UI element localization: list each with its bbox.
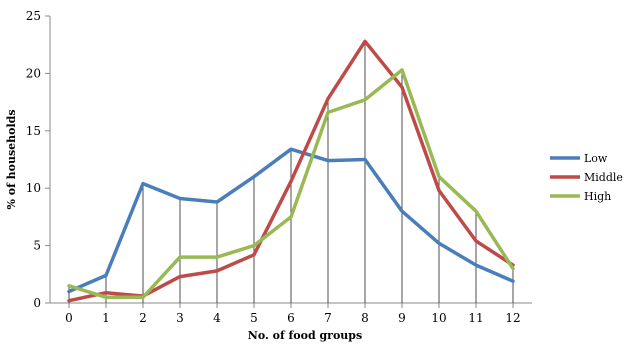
y-tick-label: 25 xyxy=(26,9,41,23)
series-layer xyxy=(67,39,515,303)
x-tick-label: 9 xyxy=(398,311,406,325)
x-tick-label: 5 xyxy=(250,311,258,325)
series-line-high xyxy=(67,68,515,300)
x-tick-label: 1 xyxy=(102,311,110,325)
x-tick-label: 4 xyxy=(213,311,221,325)
x-tick-label: 3 xyxy=(176,311,184,325)
y-tick-label: 15 xyxy=(26,124,41,138)
series-line-low xyxy=(67,147,515,294)
y-tick-label: 0 xyxy=(33,296,41,310)
x-tick-label: 6 xyxy=(287,311,295,325)
x-tick-label: 10 xyxy=(431,311,446,325)
x-tick-label: 11 xyxy=(468,311,483,325)
x-axis-title: No. of food groups xyxy=(248,329,362,342)
y-tick-label: 5 xyxy=(33,239,41,253)
x-tick-label: 7 xyxy=(324,311,332,325)
legend-label-low: Low xyxy=(584,152,608,165)
legend-label-high: High xyxy=(584,190,611,203)
x-tick-label: 12 xyxy=(505,311,520,325)
y-axis-title: % of households xyxy=(5,109,18,209)
x-tick-label: 8 xyxy=(361,311,369,325)
legend: Low Middle High xyxy=(550,152,623,203)
drop-lines xyxy=(68,41,514,303)
x-tick-label: 2 xyxy=(139,311,147,325)
x-tick-label: 0 xyxy=(65,311,73,325)
legend-label-middle: Middle xyxy=(584,171,623,184)
x-axis: 0 1 2 3 4 5 6 7 8 9 10 11 12 xyxy=(65,303,521,325)
y-tick-label: 20 xyxy=(26,66,41,80)
y-axis: 0 5 10 15 20 25 xyxy=(26,9,50,310)
y-tick-label: 10 xyxy=(26,181,41,195)
